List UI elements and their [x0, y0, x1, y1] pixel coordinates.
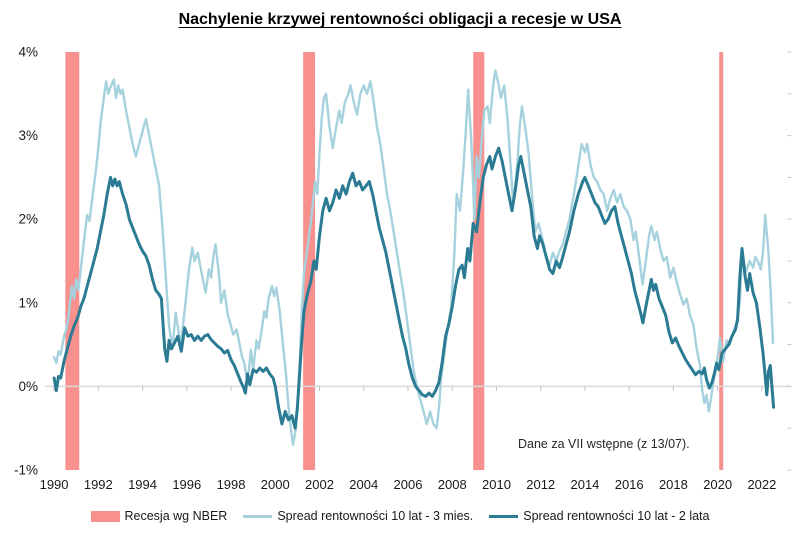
x-axis-label: 1994 [128, 477, 157, 492]
x-axis-label: 1990 [40, 477, 69, 492]
x-axis-label: 2018 [659, 477, 688, 492]
y-axis-label: -1% [14, 463, 38, 478]
chart-title: Nachylenie krzywej rentowności obligacji… [178, 11, 622, 28]
y-axis-label: 2% [18, 212, 38, 227]
recession-band [303, 52, 316, 470]
line-swatch-dark-icon [489, 514, 519, 518]
x-axis-label: 2020 [703, 477, 732, 492]
legend-label: Recesja wg NBER [124, 509, 228, 523]
x-axis-label: 2014 [570, 477, 599, 492]
x-axis-label: 2008 [438, 477, 467, 492]
legend-label: Spread rentowności 10 lat - 2 lata [523, 509, 710, 523]
series-line-spread-10y-2y [52, 146, 776, 430]
x-axis-label: 2006 [394, 477, 423, 492]
x-axis-label: 2004 [349, 477, 378, 492]
x-axis-label: 2012 [526, 477, 555, 492]
x-axis-label: 1998 [217, 477, 246, 492]
recession-band [473, 52, 485, 470]
x-axis-label: 2000 [261, 477, 290, 492]
legend-item-spread-10y-2y: Spread rentowności 10 lat - 2 lata [489, 509, 709, 523]
recession-swatch-icon [90, 510, 120, 522]
chart-legend: Recesja wg NBER Spread rentowności 10 la… [0, 509, 800, 523]
x-axis-label: 2022 [747, 477, 776, 492]
y-axis-label: 3% [18, 128, 38, 143]
y-axis-label: 1% [18, 295, 38, 310]
x-axis-label: 2002 [305, 477, 334, 492]
line-swatch-light-icon [243, 514, 273, 518]
legend-item-spread-10y-3m: Spread rentowności 10 lat - 3 mies. [243, 509, 473, 523]
legend-label: Spread rentowności 10 lat - 3 mies. [277, 509, 474, 523]
recession-band [65, 52, 80, 470]
x-axis-label: 2016 [615, 477, 644, 492]
y-axis-label: 0% [18, 379, 38, 394]
series-line-spread-10y-3m [52, 69, 775, 447]
x-axis-label: 1992 [84, 477, 113, 492]
recession-band [719, 52, 724, 470]
x-axis-label: 2010 [482, 477, 511, 492]
x-axis-label: 1996 [172, 477, 201, 492]
y-axis-label: 4% [18, 45, 38, 60]
legend-item-recession: Recesja wg NBER [90, 509, 228, 523]
data-note: Dane za VII wstępne (z 13/07). [518, 437, 690, 451]
